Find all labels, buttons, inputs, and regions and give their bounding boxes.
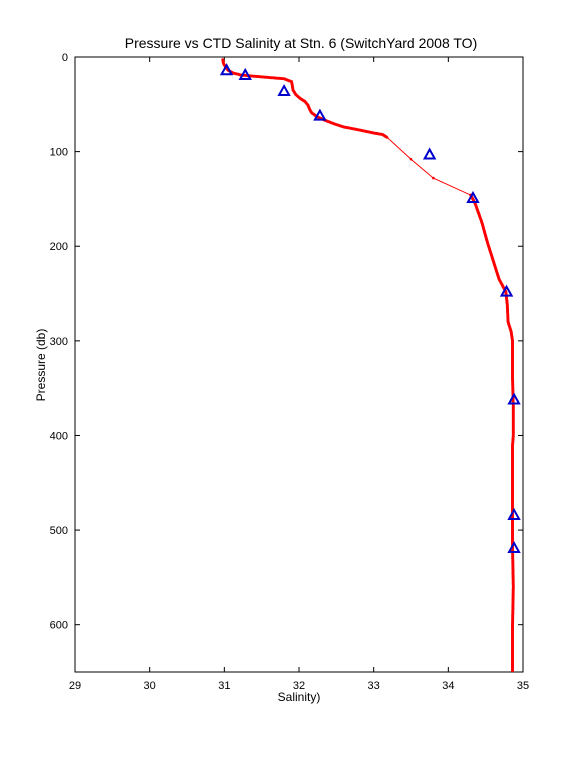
ctd-data-point [432,176,435,180]
x-tick-label: 34 [442,680,454,692]
bottle-sample-marker [466,190,480,203]
bottle-sample-marker [507,540,521,554]
bottle-sample-marker [238,67,252,80]
y-tick-label: 100 [50,147,68,159]
y-tick-label: 500 [50,525,68,537]
x-tick-label: 33 [368,680,380,692]
x-axis: 29 30 31 32 33 34 35 [69,57,529,692]
chart-title: Pressure vs CTD Salinity at Stn. 6 (Swit… [125,35,477,51]
bottle-salinity-markers [219,63,521,554]
x-tick-label: 31 [218,680,230,692]
bottle-sample-marker [219,63,234,76]
ctd-salinity-profile [221,58,515,673]
bottle-sample-marker [507,507,521,520]
bottle-sample-marker [313,108,327,121]
plot-frame [74,56,524,673]
bottle-sample-marker [507,392,521,405]
x-axis-label: Salinity) [278,690,321,704]
x-tick-label: 35 [517,680,529,692]
bottle-sample-marker [499,284,514,297]
y-axis-label: Pressure (db) [34,329,48,402]
y-axis: 0 100 200 300 400 500 600 [50,52,523,632]
bottle-sample-marker [277,84,291,97]
y-tick-label: 600 [50,620,68,632]
x-tick-label: 29 [69,680,81,692]
y-tick-label: 200 [50,241,68,253]
x-tick-label: 30 [144,680,156,692]
ctd-data-point [385,136,389,139]
ctd-data-point [511,669,514,673]
x-tick-label: 32 [293,680,305,692]
ctd-data-point [409,157,413,161]
y-tick-label: 0 [62,52,68,64]
y-tick-label: 300 [50,336,68,348]
y-tick-label: 400 [50,430,68,442]
bottle-sample-marker [422,147,437,160]
